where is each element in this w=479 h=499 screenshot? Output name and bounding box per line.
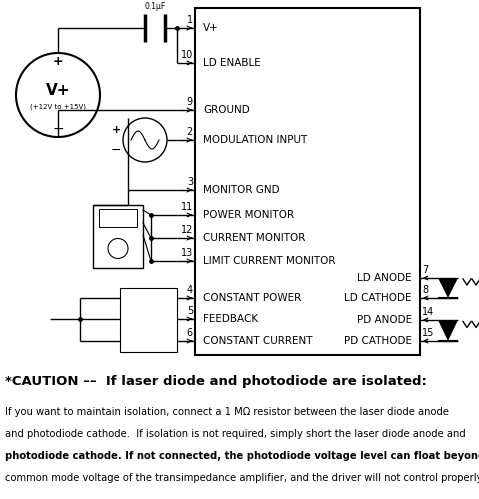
Text: FEEDBACK: FEEDBACK [203,314,258,324]
Text: 3: 3 [187,177,193,187]
Text: 7: 7 [422,265,428,275]
Text: 13: 13 [181,248,193,258]
Text: −: − [52,122,64,136]
Polygon shape [438,278,458,298]
Text: 11: 11 [181,202,193,212]
Text: 1: 1 [187,15,193,25]
Text: POWER MONITOR: POWER MONITOR [203,210,294,220]
Text: 5: 5 [187,306,193,316]
Bar [120,288,177,352]
Text: *CAUTION ––  If laser diode and photodiode are isolated:: *CAUTION –– If laser diode and photodiod… [5,375,427,388]
Text: CURRENT MONITOR: CURRENT MONITOR [203,233,306,243]
Text: GROUND: GROUND [203,105,250,115]
Text: V+: V+ [203,23,219,33]
Text: LD ANODE: LD ANODE [357,273,412,283]
Text: 2: 2 [187,127,193,137]
Text: +: + [112,125,121,135]
Text: LD ENABLE: LD ENABLE [203,58,261,68]
Text: V+: V+ [46,82,70,97]
Text: CONSTANT POWER: CONSTANT POWER [203,293,301,303]
Text: 6: 6 [187,328,193,338]
Text: 4: 4 [187,285,193,295]
Text: common mode voltage of the transimpedance amplifier, and the driver will not con: common mode voltage of the transimpedanc… [5,473,479,483]
Text: and photodiode cathode.  If isolation is not required, simply short the laser di: and photodiode cathode. If isolation is … [5,429,466,439]
Text: 14: 14 [422,307,434,317]
Text: MONITOR GND: MONITOR GND [203,185,280,195]
Text: 8: 8 [422,285,428,295]
Text: photodiode cathode. If not connected, the photodiode voltage level can float bey: photodiode cathode. If not connected, th… [5,451,479,461]
Text: CONSTANT CURRENT: CONSTANT CURRENT [203,336,312,346]
Bar [99,209,137,227]
Polygon shape [438,320,458,341]
Text: LD CATHODE: LD CATHODE [344,293,412,303]
Text: MODULATION INPUT: MODULATION INPUT [203,135,307,145]
Bar [195,8,420,355]
Text: If you want to maintain isolation, connect a 1 MΩ resistor between the laser dio: If you want to maintain isolation, conne… [5,407,449,417]
Text: LIMIT CURRENT MONITOR: LIMIT CURRENT MONITOR [203,256,335,266]
Text: 10: 10 [181,50,193,60]
Text: −: − [111,144,121,157]
Text: (+12V to +15V): (+12V to +15V) [30,104,86,110]
Bar [93,205,143,268]
Text: 0.1μF: 0.1μF [144,2,166,11]
Text: PD ANODE: PD ANODE [357,315,412,325]
Text: +: + [53,54,63,67]
Text: 15: 15 [422,328,434,338]
Text: PD CATHODE: PD CATHODE [344,336,412,346]
Text: 9: 9 [187,97,193,107]
Text: 12: 12 [181,225,193,235]
